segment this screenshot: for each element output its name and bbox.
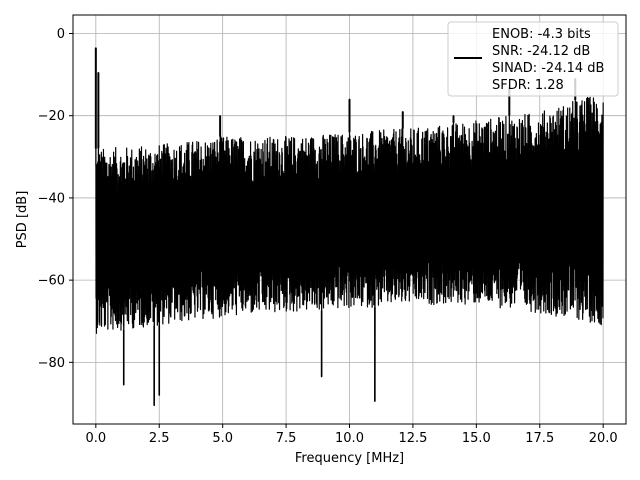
x-tick-label: 2.5 [149, 431, 170, 446]
y-tick-label: −80 [38, 356, 65, 371]
x-tick-label: 20.0 [589, 431, 618, 446]
x-tick-label: 7.5 [276, 431, 297, 446]
x-tick-label: 17.5 [525, 431, 554, 446]
psd-series [94, 47, 604, 407]
legend-snr: SNR: -24.12 dB [492, 44, 590, 59]
ticks: 0.0 2.5 5.0 7.5 10.0 12.5 15.0 17.5 20.0 0 −20 −40 −… [38, 27, 618, 446]
y-tick-label: −60 [38, 274, 65, 289]
legend-enob: ENOB: -4.3 bits [492, 27, 591, 42]
x-tick-label: 10.0 [335, 431, 364, 446]
x-tick-label: 15.0 [462, 431, 491, 446]
legend-sinad: SINAD: -24.14 dB [492, 61, 604, 76]
y-axis-label: PSD [dB] [15, 191, 30, 249]
y-tick-label: 0 [57, 27, 65, 42]
x-axis-label: Frequency [MHz] [295, 451, 404, 466]
x-tick-label: 0.0 [85, 431, 106, 446]
x-tick-label: 5.0 [212, 431, 233, 446]
x-tick-label: 12.5 [398, 431, 427, 446]
y-tick-label: −20 [38, 109, 65, 124]
legend-sfdr: SFDR: 1.28 [492, 78, 564, 93]
y-tick-label: −40 [38, 191, 65, 206]
legend: ENOB: -4.3 bits SNR: -24.12 dB SINAD: -2… [447, 21, 619, 97]
legend-box [447, 21, 619, 97]
psd-trace [95, 47, 604, 407]
